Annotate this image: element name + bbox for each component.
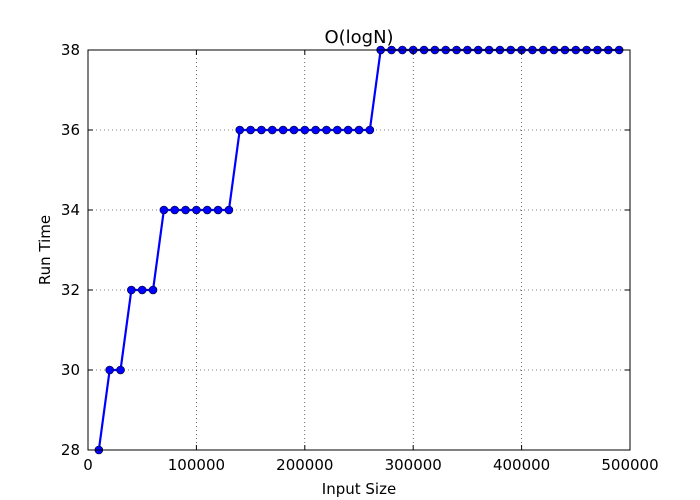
data-point — [192, 205, 201, 215]
data-point — [246, 125, 255, 135]
x-tick-label: 400000 — [493, 456, 550, 474]
data-point — [322, 125, 331, 135]
data-point — [170, 205, 180, 215]
data-point — [148, 285, 158, 295]
data-point — [257, 125, 266, 135]
data-point — [213, 205, 223, 215]
data-point — [289, 125, 299, 135]
y-tick-label: 36 — [61, 121, 80, 139]
data-point — [278, 125, 288, 135]
ticks: 0 100000 200000 300000 400000 500000 28 30 32 34 3… — [61, 41, 659, 474]
data-point — [300, 125, 310, 135]
data-point — [127, 285, 136, 295]
x-tick-label: 200000 — [276, 456, 333, 474]
y-tick-label: 30 — [61, 361, 80, 379]
data-point — [137, 285, 147, 295]
data-point — [365, 125, 375, 135]
x-tick-label: 100000 — [168, 456, 225, 474]
data-point — [343, 125, 353, 135]
y-axis-label: Run Time — [36, 215, 54, 285]
data-point — [105, 365, 114, 375]
x-tick-label: 500000 — [601, 456, 658, 474]
plot-area-frame — [87, 49, 631, 451]
x-tick-label: 0 — [83, 456, 93, 474]
chart-title: O(logN) — [324, 27, 393, 48]
data-point — [267, 125, 277, 135]
data-point — [202, 205, 212, 215]
data-point — [116, 365, 125, 375]
x-tick-label: 300000 — [385, 456, 442, 474]
data-point — [159, 205, 169, 215]
data-point — [181, 205, 190, 215]
y-tick-label: 34 — [61, 201, 80, 219]
y-tick-label: 32 — [61, 281, 80, 299]
y-tick-label: 28 — [61, 441, 80, 459]
data-point — [224, 205, 234, 215]
grid — [88, 50, 630, 450]
y-tick-label: 38 — [61, 41, 80, 59]
data-point — [354, 125, 364, 135]
data-point — [235, 125, 245, 135]
data-point — [333, 125, 342, 135]
x-axis-label: Input Size — [322, 480, 396, 498]
data-point — [311, 125, 320, 135]
